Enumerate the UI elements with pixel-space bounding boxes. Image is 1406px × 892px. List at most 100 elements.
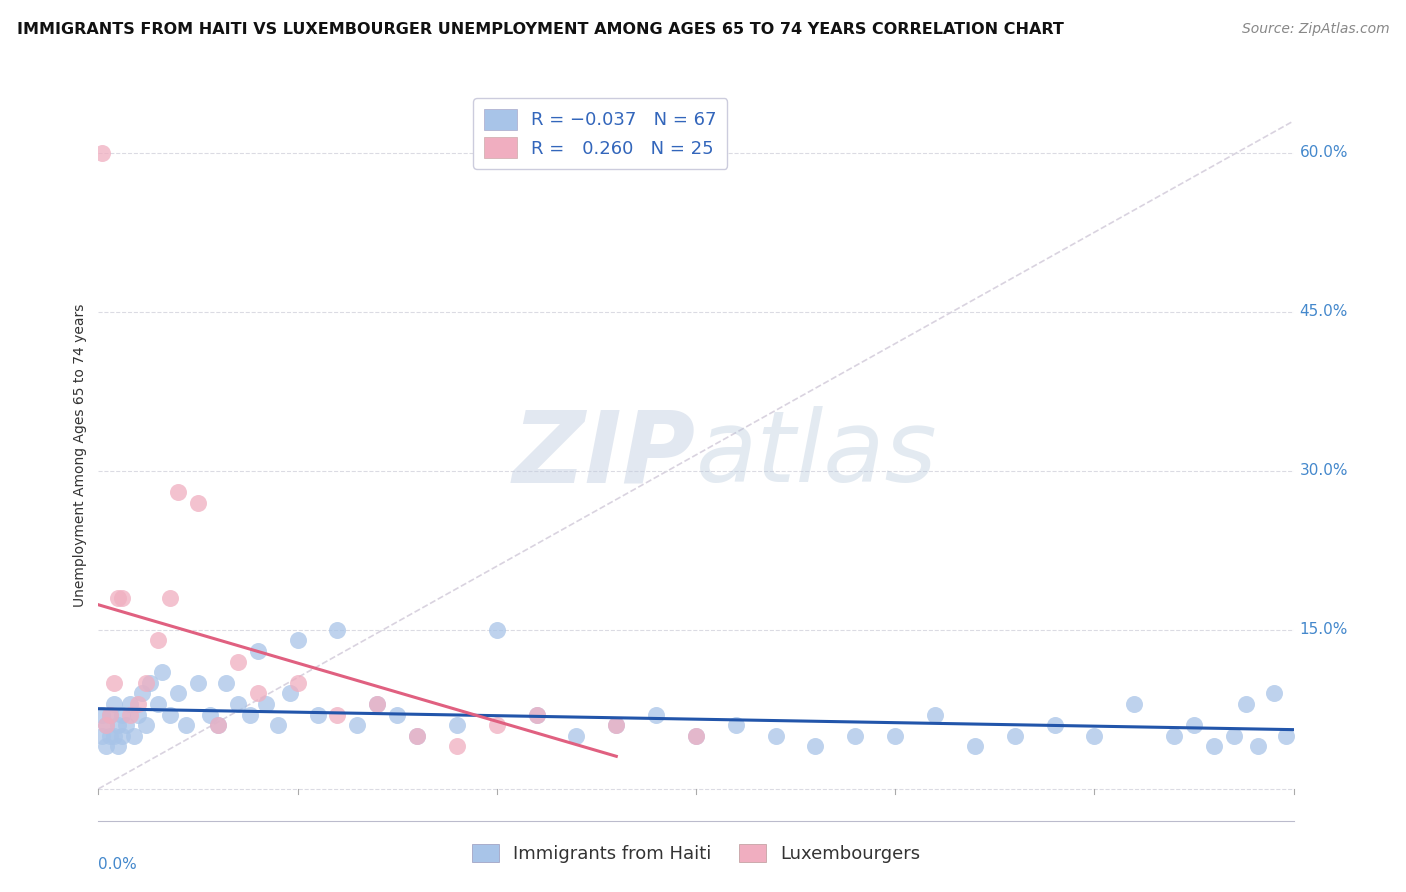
Text: atlas: atlas [696, 407, 938, 503]
Point [103, 697, 125, 711]
Point [446, 718, 468, 732]
Point [131, 686, 153, 700]
Text: 45.0%: 45.0% [1299, 304, 1348, 319]
Point [1247, 739, 1270, 754]
Point [287, 633, 309, 648]
Point [1182, 718, 1205, 732]
Point [1202, 739, 1225, 754]
Point [167, 485, 190, 500]
Point [1083, 729, 1105, 743]
Point [1043, 718, 1066, 732]
Point [605, 718, 627, 732]
Point [111, 591, 134, 605]
Point [366, 697, 388, 711]
Point [159, 707, 181, 722]
Point [685, 729, 707, 743]
Point [246, 686, 269, 700]
Point [565, 729, 588, 743]
Point [207, 718, 229, 732]
Point [326, 707, 349, 722]
Point [685, 729, 707, 743]
Point [120, 707, 142, 722]
Point [159, 591, 181, 605]
Point [103, 676, 125, 690]
Point [1263, 686, 1285, 700]
Legend: Immigrants from Haiti, Luxembourgers: Immigrants from Haiti, Luxembourgers [464, 837, 928, 870]
Point [150, 665, 173, 680]
Text: Source: ZipAtlas.com: Source: ZipAtlas.com [1241, 22, 1389, 37]
Point [844, 729, 866, 743]
Point [765, 729, 787, 743]
Point [605, 718, 627, 732]
Point [148, 697, 170, 711]
Point [91, 707, 114, 722]
Point [174, 718, 197, 732]
Point [91, 729, 114, 743]
Point [226, 655, 249, 669]
Point [346, 718, 368, 732]
Point [1223, 729, 1246, 743]
Point [139, 676, 162, 690]
Point [135, 718, 157, 732]
Point [98, 707, 122, 722]
Point [1274, 729, 1296, 743]
Text: 30.0%: 30.0% [1299, 463, 1348, 478]
Point [187, 495, 209, 509]
Point [526, 707, 548, 722]
Point [278, 686, 301, 700]
Point [406, 729, 429, 743]
Point [135, 676, 157, 690]
Point [1234, 697, 1257, 711]
Point [207, 718, 229, 732]
Point [167, 686, 190, 700]
Text: ZIP: ZIP [513, 407, 696, 503]
Point [267, 718, 290, 732]
Point [724, 718, 747, 732]
Point [1163, 729, 1185, 743]
Point [107, 591, 129, 605]
Point [385, 707, 409, 722]
Point [98, 729, 122, 743]
Point [485, 623, 508, 637]
Text: 0.0%: 0.0% [98, 857, 138, 872]
Point [96, 718, 118, 732]
Point [526, 707, 548, 722]
Point [187, 676, 209, 690]
Point [215, 676, 238, 690]
Point [96, 718, 118, 732]
Point [804, 739, 827, 754]
Point [884, 729, 907, 743]
Point [148, 633, 170, 648]
Point [107, 739, 129, 754]
Point [254, 697, 277, 711]
Point [485, 718, 508, 732]
Point [307, 707, 329, 722]
Point [115, 718, 138, 732]
Point [366, 697, 388, 711]
Point [963, 739, 986, 754]
Point [127, 707, 149, 722]
Point [120, 697, 142, 711]
Point [406, 729, 429, 743]
Y-axis label: Unemployment Among Ages 65 to 74 years: Unemployment Among Ages 65 to 74 years [73, 303, 87, 607]
Text: IMMIGRANTS FROM HAITI VS LUXEMBOURGER UNEMPLOYMENT AMONG AGES 65 TO 74 YEARS COR: IMMIGRANTS FROM HAITI VS LUXEMBOURGER UN… [17, 22, 1064, 37]
Point [103, 729, 125, 743]
Point [98, 707, 122, 722]
Point [111, 729, 134, 743]
Point [107, 718, 129, 732]
Point [127, 697, 149, 711]
Point [96, 739, 118, 754]
Point [924, 707, 946, 722]
Point [287, 676, 309, 690]
Point [446, 739, 468, 754]
Point [239, 707, 262, 722]
Point [111, 707, 134, 722]
Point [645, 707, 668, 722]
Point [124, 729, 146, 743]
Point [246, 644, 269, 658]
Point [326, 623, 349, 637]
Point [226, 697, 249, 711]
Point [1004, 729, 1026, 743]
Text: 15.0%: 15.0% [1299, 623, 1348, 637]
Text: 60.0%: 60.0% [1299, 145, 1348, 161]
